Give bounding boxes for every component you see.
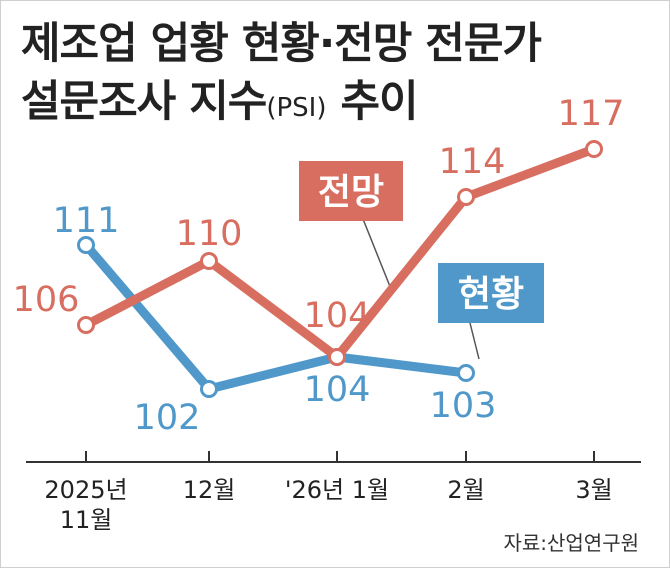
x-tick-label-0: 2025년 11월 — [44, 476, 127, 534]
title-line-2-paren: (PSI) — [266, 93, 327, 123]
x-tick-label-line: 2월 — [447, 476, 484, 504]
value-label-s1-0: 106 — [13, 280, 80, 320]
x-tick-label-3: 2월 — [447, 476, 484, 504]
leader-line-전망 — [358, 208, 392, 290]
data-point-s0-3 — [457, 364, 475, 382]
value-label-s1-2: 104 — [304, 296, 371, 336]
value-label-s1-4: 117 — [558, 94, 625, 134]
chart-title: 제조업 업황 현황·전망 전문가 설문조사 지수(PSI) 추이 — [21, 15, 542, 137]
x-tick-label-line: 12월 — [183, 476, 236, 504]
x-tick-label-line: 2025년 — [44, 476, 127, 504]
value-label-s1-1: 110 — [176, 214, 243, 254]
data-point-s0-1 — [200, 380, 218, 398]
data-point-s1-1 — [200, 252, 218, 270]
series-label-1: 전망 — [318, 172, 384, 213]
title-line-2-tail: 추이 — [326, 77, 418, 127]
series-line-0 — [81, 240, 471, 394]
leader-line-현황 — [468, 318, 480, 360]
value-label-s0-3: 103 — [430, 386, 497, 426]
value-label-s0-0: 111 — [53, 201, 120, 241]
value-label-s1-3: 114 — [439, 142, 506, 182]
x-tick-label-line: 3월 — [575, 476, 612, 504]
data-point-s0-0 — [77, 236, 95, 254]
data-point-s1-2 — [328, 348, 346, 366]
x-tick-label-1: 12월 — [183, 476, 236, 504]
data-point-s1-3 — [457, 188, 475, 206]
series-label-box-1 — [299, 161, 403, 221]
x-tick-label-2: '26년 1월 — [285, 476, 389, 504]
title-line-2: 설문조사 지수(PSI) 추이 — [21, 73, 541, 137]
source-note: 자료:산업연구원 — [503, 531, 639, 555]
title-line-1: 제조업 업황 현황·전망 전문가 — [21, 19, 542, 69]
x-tick-label-line: '26년 1월 — [285, 476, 389, 504]
data-point-s1-0 — [77, 316, 95, 334]
x-tick-label-4: 3월 — [575, 476, 612, 504]
x-tick-label-line: 11월 — [60, 506, 113, 534]
title-line-2-main: 설문조사 지수 — [21, 77, 267, 127]
series-label-0: 현황 — [458, 274, 524, 315]
value-label-s0-1: 102 — [134, 398, 201, 438]
series-label-box-0 — [438, 263, 544, 323]
data-point-s1-4 — [585, 140, 603, 158]
value-label-s0-2: 104 — [304, 370, 371, 410]
